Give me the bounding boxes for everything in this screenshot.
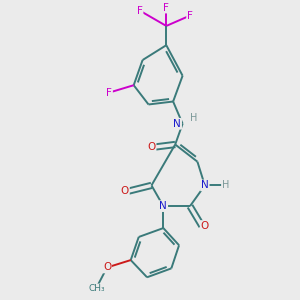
Text: O: O bbox=[121, 186, 129, 196]
Text: F: F bbox=[164, 3, 169, 13]
Text: CH₃: CH₃ bbox=[88, 284, 105, 293]
Text: O: O bbox=[201, 221, 209, 231]
Text: H: H bbox=[190, 113, 198, 123]
Text: F: F bbox=[137, 5, 142, 16]
Text: F: F bbox=[187, 11, 193, 21]
Text: H: H bbox=[222, 180, 229, 190]
Text: N: N bbox=[173, 119, 181, 129]
Text: N: N bbox=[201, 180, 209, 190]
Text: N: N bbox=[160, 201, 167, 211]
Text: F: F bbox=[106, 88, 112, 98]
Text: O: O bbox=[103, 262, 111, 272]
Text: O: O bbox=[147, 142, 156, 152]
